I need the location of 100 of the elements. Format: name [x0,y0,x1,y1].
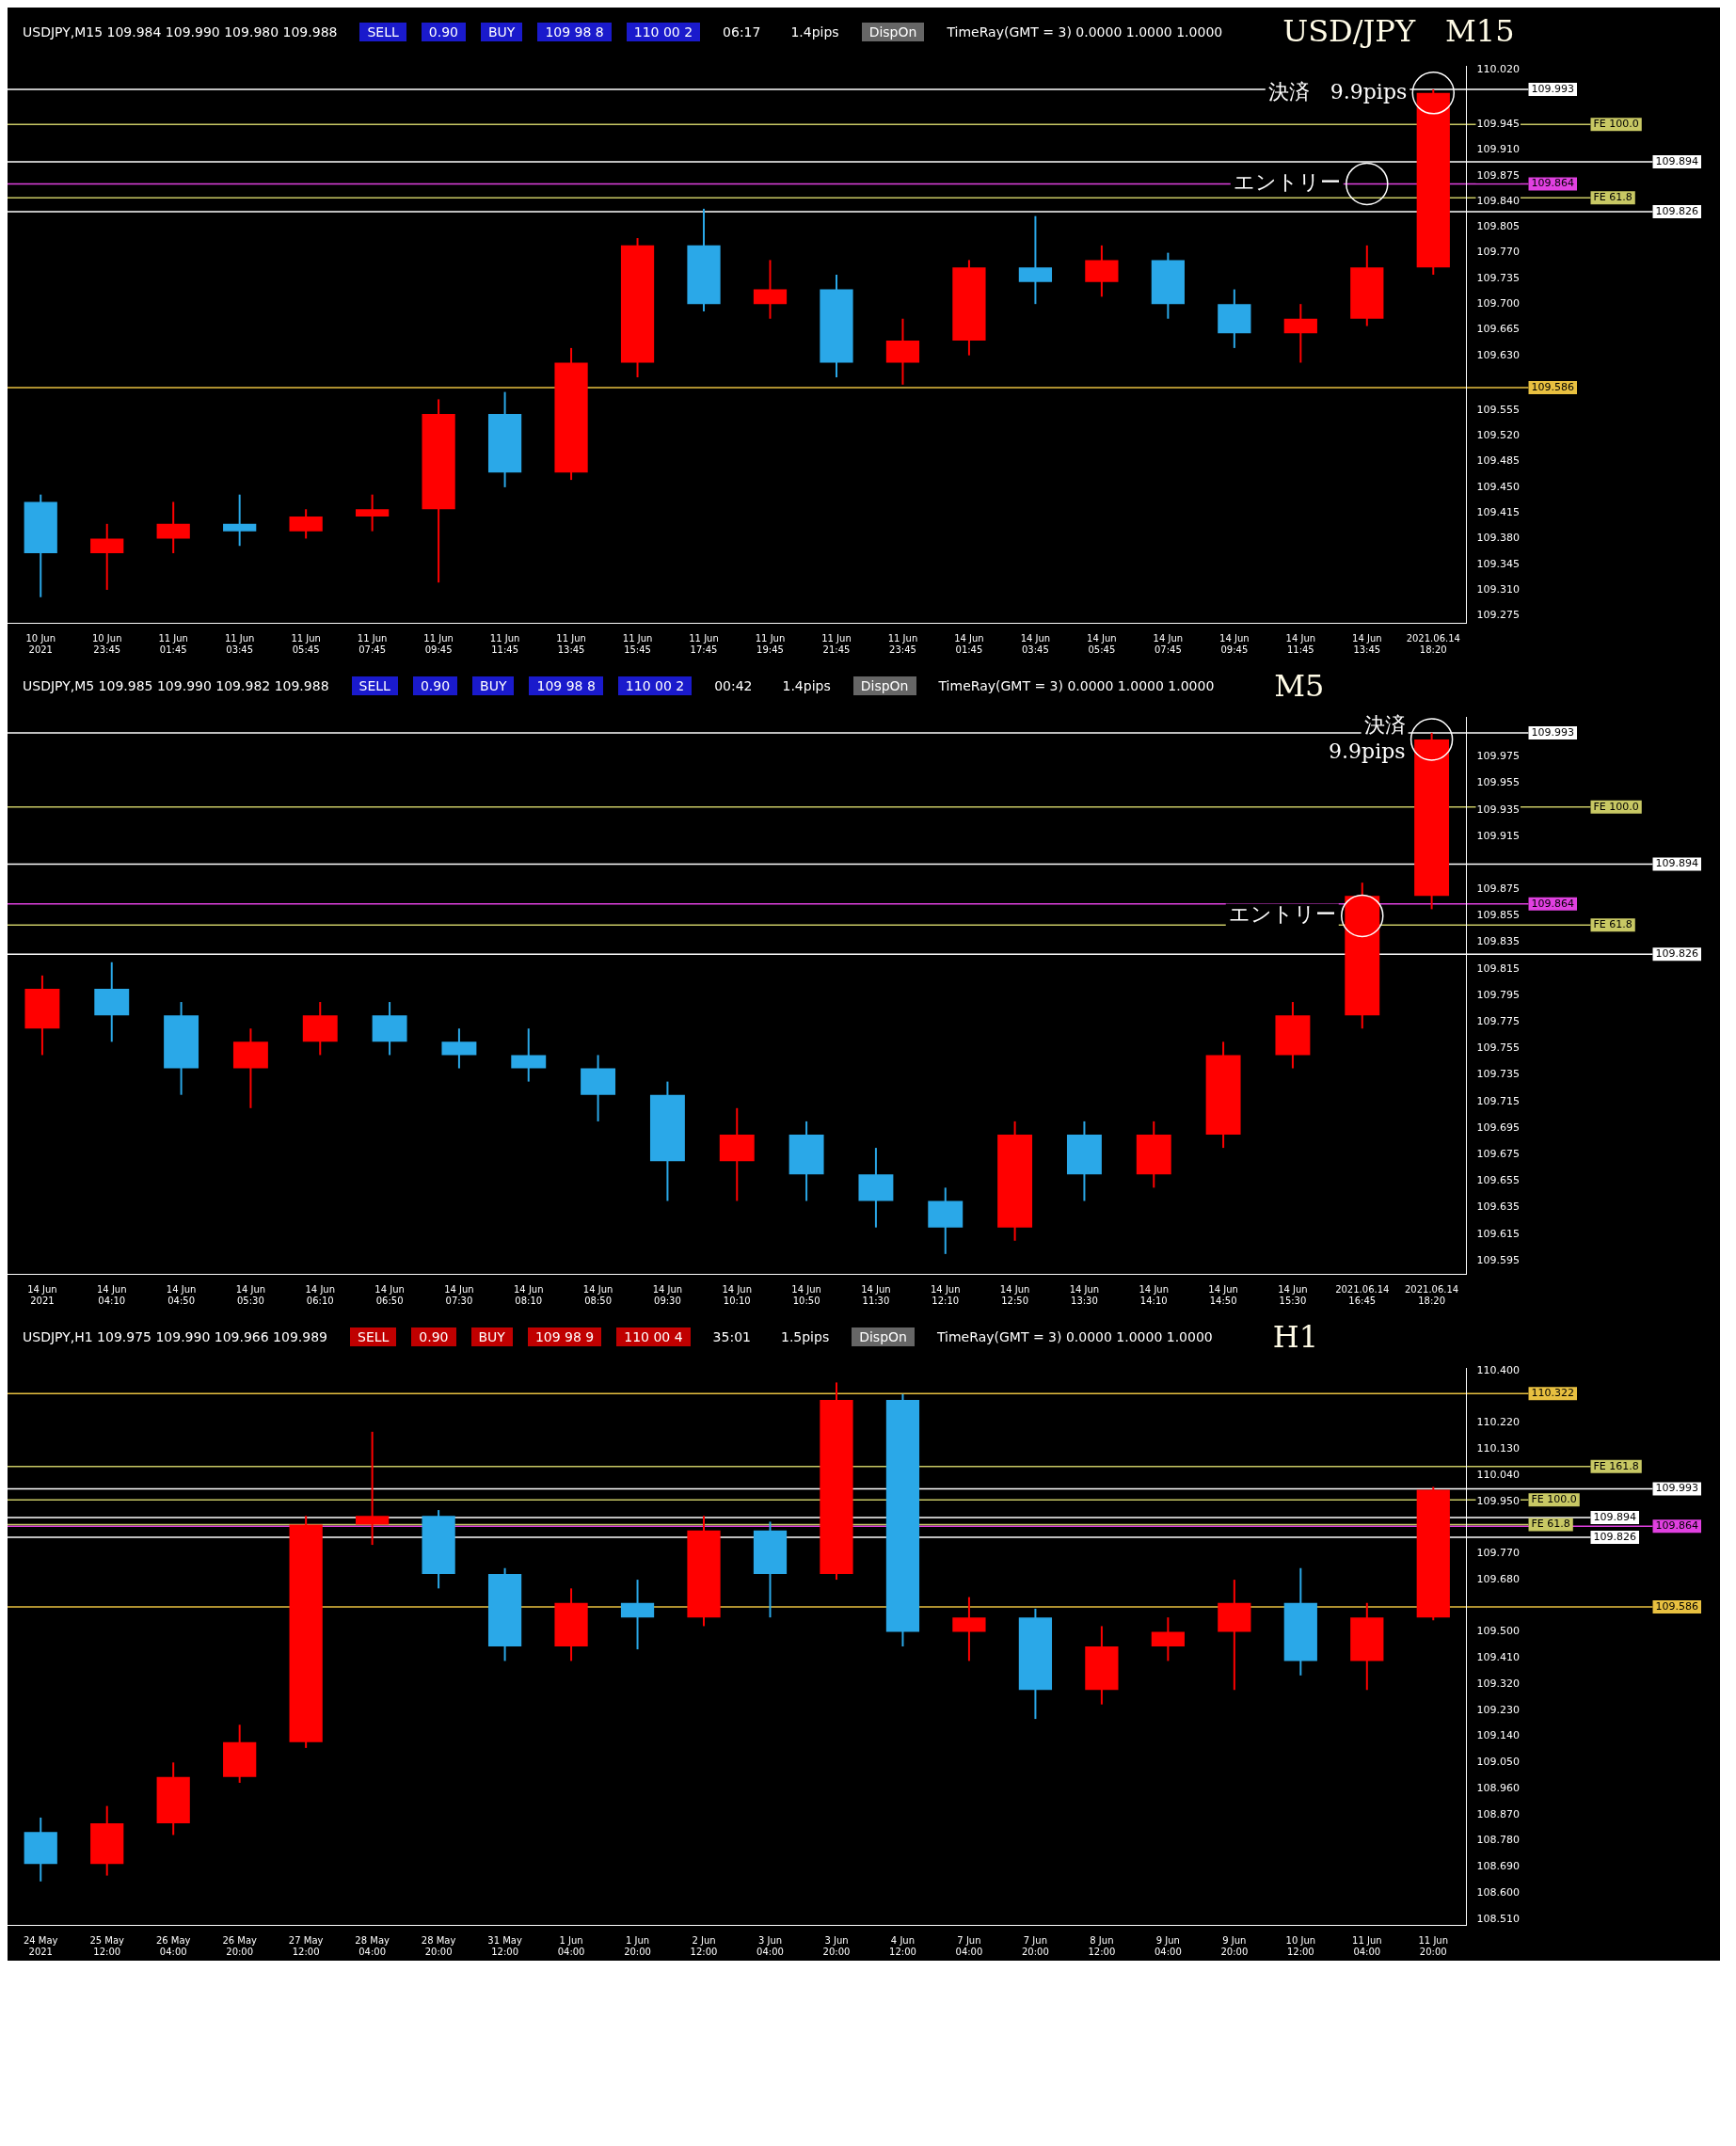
y-tick-label: 108.510 [1476,1912,1521,1925]
x-tick-label: 14 Jun 13:45 [1352,632,1382,655]
y-tick-label: 109.410 [1476,1651,1521,1664]
y-tick-label: 110.220 [1476,1416,1521,1429]
x-tick-label: 11 Jun 11:45 [489,632,520,655]
y-tick-label: 110.130 [1476,1442,1521,1455]
x-tick-label: 7 Jun 04:00 [955,1934,983,1957]
y-tick-label: 109.380 [1476,532,1521,545]
x-tick-label: 3 Jun 20:00 [822,1934,851,1957]
y-tick-label: 109.715 [1476,1094,1521,1107]
y-tick-label: 109.735 [1476,1068,1521,1081]
x-tick-label: 14 Jun 07:45 [1153,632,1184,655]
x-tick-label: 10 Jun 23:45 [91,632,122,655]
y-tick-label: 109.775 [1476,1015,1521,1028]
y-tick-label: 108.600 [1476,1885,1521,1899]
x-tick-label: 24 May 2021 [23,1934,58,1957]
x-tick-label: 2021.06.14 18:20 [1404,1283,1459,1306]
text: 1.5pips [779,1328,831,1346]
x-tick-label: 1 Jun 20:00 [624,1934,651,1957]
text: DispOn [852,1327,915,1346]
y-tick-label: 109.935 [1476,803,1521,816]
text: 110 00 2 [617,676,693,695]
y-tick-label: 109.915 [1476,829,1521,842]
x-tick-label: 14 Jun 10:10 [722,1283,753,1306]
text: SELL [351,676,398,695]
x-tick-label: 14 Jun 12:10 [930,1283,961,1306]
text: 109 98 8 [529,676,603,695]
x-tick-label: 4 Jun 12:00 [889,1934,916,1957]
x-tick-label: 2021.06.14 16:45 [1335,1283,1390,1306]
annotation: エントリー [1228,902,1336,927]
ref-line-label: 109.586 [1655,1599,1699,1613]
x-tick-label: 27 May 12:00 [288,1934,324,1957]
text: 1.4pips [781,677,832,695]
ref-line-label: 109.864 [1531,177,1575,190]
x-tick-label: 14 Jun 12:50 [999,1283,1030,1306]
ref-line-label: 109.894 [1655,154,1699,167]
x-tick-label: 11 Jun 13:45 [556,632,586,655]
x-tick-label: 2 Jun 12:00 [690,1934,718,1957]
y-tick-label: 109.320 [1476,1677,1521,1690]
annotation: 決済 9.9pips [1267,79,1408,103]
ref-line-label: 109.826 [1593,1530,1637,1543]
text: TimeRay(GMT = 3) 0.0000 1.0000 1.0000 [937,677,1216,695]
ref-line-label: 109.993 [1531,82,1575,95]
text: SELL [359,23,406,41]
y-tick-label: 108.780 [1476,1834,1521,1847]
x-tick-label: 10 Jun 12:00 [1285,1934,1316,1957]
y-tick-label: 109.655 [1476,1174,1521,1187]
text: DispOn [852,676,916,695]
candlestick [223,493,257,548]
ref-line-label: FE 100.0 [1593,118,1639,131]
x-tick-label: 14 Jun 14:50 [1208,1283,1238,1306]
y-tick-label: 109.140 [1476,1729,1521,1742]
y-tick-label: 110.040 [1476,1468,1521,1481]
y-tick-label: 109.555 [1476,403,1521,416]
text: 06:17 [722,24,762,41]
x-tick-label: 14 Jun 11:45 [1285,632,1316,655]
text: BUY [472,676,515,695]
text: 110 00 4 [616,1327,691,1346]
x-tick-label: 14 Jun 10:50 [791,1283,821,1306]
text: 00:42 [713,677,754,695]
y-tick-label: 109.735 [1476,271,1521,284]
x-tick-label: 14 Jun 08:50 [582,1283,613,1306]
y-tick-label: 109.230 [1476,1703,1521,1716]
x-tick-label: 14 Jun 15:30 [1278,1283,1308,1306]
x-tick-label: 14 Jun 04:50 [166,1283,197,1306]
x-tick-label: 11 Jun 09:45 [423,632,454,655]
x-tick-label: 14 Jun 01:45 [954,632,984,655]
y-tick-label: 108.690 [1476,1860,1521,1873]
y-tick-label: 109.275 [1476,609,1521,622]
x-tick-label: 11 Jun 01:45 [158,632,188,655]
y-tick-label: 109.695 [1476,1121,1521,1134]
ref-line-label: FE 61.8 [1531,1518,1570,1531]
y-tick-label: 109.500 [1476,1625,1521,1638]
ref-line-label: 110.322 [1531,1386,1575,1399]
y-tick-label: 109.485 [1476,454,1521,468]
text: TimeRay(GMT = 3) 0.0000 1.0000 1.0000 [935,1328,1214,1346]
chart-title: H1 [1272,1319,1319,1355]
y-tick-label: 109.635 [1476,1200,1521,1214]
x-tick-label: 7 Jun 20:00 [1021,1934,1049,1957]
ref-line-label: 109.586 [1531,380,1575,393]
x-tick-label: 26 May 04:00 [155,1934,191,1957]
y-tick-label: 109.415 [1476,506,1521,519]
x-tick-label: 14 Jun 05:30 [235,1283,266,1306]
x-tick-label: 28 May 04:00 [355,1934,390,1957]
y-tick-label: 109.805 [1476,220,1521,233]
annotation: エントリー [1233,170,1341,195]
x-tick-label: 11 Jun 19:45 [755,632,786,655]
y-tick-label: 109.795 [1476,988,1521,1001]
text: BUY [480,23,523,41]
y-tick-label: 109.770 [1476,1547,1521,1560]
y-tick-label: 109.770 [1476,246,1521,259]
ref-line-label: FE 100.0 [1593,800,1639,813]
x-tick-label: 9 Jun 04:00 [1154,1934,1182,1957]
text: 109 98 8 [537,23,612,41]
text: 1.4pips [789,24,840,41]
x-tick-label: 1 Jun 04:00 [557,1934,585,1957]
x-tick-label: 14 Jun 04:10 [96,1283,127,1306]
x-tick-label: 14 Jun 14:10 [1139,1283,1170,1306]
chart-title: M5 [1274,668,1325,704]
text: USDJPY,H1 109.975 109.990 109.966 109.989 [22,1328,328,1346]
